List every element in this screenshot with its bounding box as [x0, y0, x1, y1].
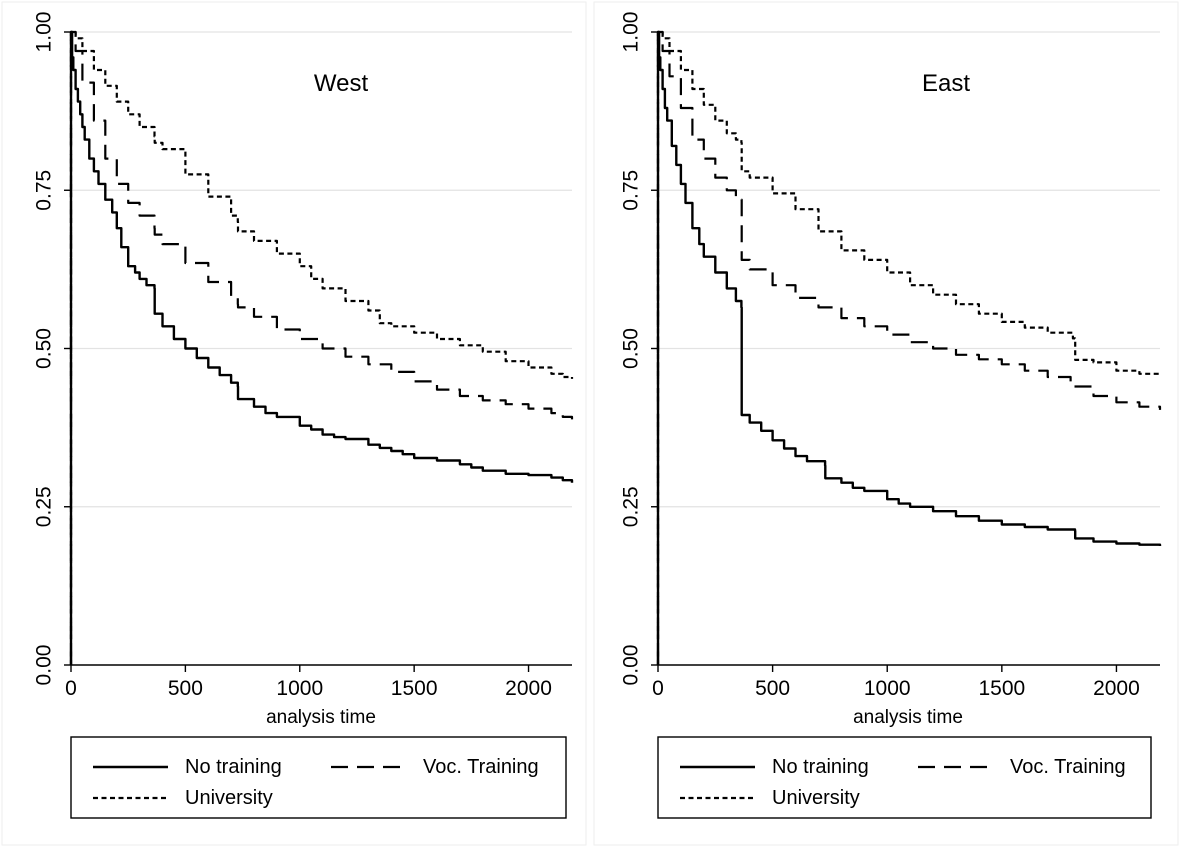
panel-west-curve-university	[69, 30, 574, 665]
panel-west-legend-label-no-training: No training	[185, 756, 282, 778]
panel-east-legend-box	[657, 736, 1152, 819]
panel-west-x-tick-label: 2000	[505, 677, 552, 700]
panel-west-title: West	[314, 70, 369, 97]
panel-west-legend-label-university: University	[185, 787, 273, 809]
panel-east-x-tick-label: 1500	[978, 677, 1025, 700]
panel-west-x-tick-label: 500	[168, 677, 203, 700]
panel-west-x-ticks: 0 500 1000 1500 2000	[65, 665, 552, 700]
panel-west-x-tick-label: 1000	[276, 677, 323, 700]
panel-east-y-tick-label: 1.00	[620, 12, 643, 53]
panel-west-background	[1, 1, 587, 846]
panel-east-x-tick-label: 500	[755, 677, 790, 700]
panel-west-curve-voc-training	[69, 30, 574, 665]
panel-east-y-tick-label: 0.75	[620, 170, 643, 211]
panel-west-y-tick-label: 1.00	[33, 12, 56, 53]
panel-east: East 0.00 0.25 0.50 0.75 1.00 0 500 1000 1500 20…	[593, 1, 1179, 846]
panel-east-x-tick-label: 1000	[864, 677, 911, 700]
panel-west-y-tick-label: 0.25	[33, 486, 56, 527]
panel-east-legend: No training Voc. Training University	[657, 736, 1152, 819]
panel-west-y-ticks: 0.00 0.25 0.50 0.75 1.00	[33, 12, 71, 686]
panel-east-x-axis-title: analysis time	[853, 707, 963, 728]
panel-east-legend-label-voc-training: Voc. Training	[1010, 756, 1126, 778]
panel-east-background	[593, 1, 1179, 846]
panel-west-y-tick-label: 0.00	[33, 645, 56, 686]
panel-east-legend-label-university: University	[772, 787, 860, 809]
panel-east-curves	[656, 30, 1162, 665]
panel-east-y-tick-label: 0.00	[620, 645, 643, 686]
panel-west-legend: No training Voc. Training University	[70, 736, 567, 819]
panel-east-curve-voc-training	[656, 30, 1162, 665]
panel-east-x-tick-label: 2000	[1093, 677, 1140, 700]
panel-west: West 0.00 0.25 0.50 0.75 1.00 0 500 1000 1500 20…	[1, 1, 587, 846]
panel-west-legend-box	[70, 736, 567, 819]
panel-west-legend-label-voc-training: Voc. Training	[423, 756, 539, 778]
panel-east-y-tick-label: 0.25	[620, 486, 643, 527]
panel-east-legend-label-no-training: No training	[772, 756, 869, 778]
panel-west-y-tick-label: 0.75	[33, 170, 56, 211]
panel-west-x-tick-label: 1500	[391, 677, 438, 700]
panel-west-y-tick-label: 0.50	[33, 328, 56, 369]
panel-east-title: East	[922, 70, 970, 97]
panel-east-curve-university	[656, 30, 1162, 665]
panel-east-x-ticks: 0 500 1000 1500 2000	[652, 665, 1140, 700]
panel-east-y-ticks: 0.00 0.25 0.50 0.75 1.00	[620, 12, 658, 686]
panel-west-curves	[69, 30, 574, 665]
panel-west-curve-no-training	[69, 30, 574, 665]
panel-west-x-axis-title: analysis time	[266, 707, 376, 728]
panel-east-x-tick-label: 0	[652, 677, 664, 700]
panel-east-curve-no-training	[656, 30, 1162, 665]
panel-west-x-tick-label: 0	[65, 677, 77, 700]
panel-east-y-tick-label: 0.50	[620, 328, 643, 369]
